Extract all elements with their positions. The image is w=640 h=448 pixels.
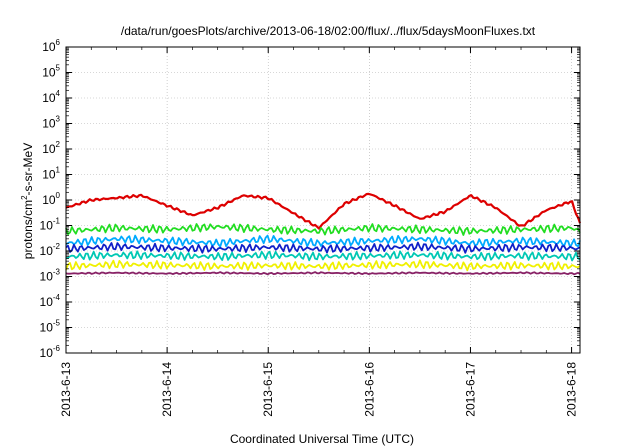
y-tick-label-base: 10 bbox=[40, 219, 54, 233]
grid-lines bbox=[66, 47, 580, 353]
y-tick-label-base: 10 bbox=[42, 193, 56, 207]
series-line-1 bbox=[65, 223, 581, 236]
series-line-2 bbox=[65, 234, 581, 248]
y-tick-label: 10-4 bbox=[40, 293, 61, 309]
y-tick-label: 10-6 bbox=[40, 344, 61, 360]
x-axis-label: Coordinated Universal Time (UTC) bbox=[230, 432, 414, 446]
y-tick-label-base: 10 bbox=[42, 66, 56, 80]
x-tick-label: 2013-6-16 bbox=[362, 362, 376, 417]
x-tick-label: 2013-6-13 bbox=[59, 362, 73, 417]
series-group bbox=[65, 192, 582, 276]
y-tick-label-exponent: 3 bbox=[56, 115, 61, 124]
y-tick-label-exponent: -5 bbox=[53, 319, 61, 328]
y-tick-label-base: 10 bbox=[40, 321, 54, 335]
x-axis-ticks: 2013-6-13 2013-6-14 2013-6-15 2013-6-16 2013… bbox=[59, 47, 579, 417]
y-tick-label-base: 10 bbox=[40, 244, 54, 258]
y-tick-label-exponent: -6 bbox=[53, 344, 61, 353]
x-tick-label: 2013-6-17 bbox=[463, 362, 477, 417]
y-axis-label-rest: -s-sr-MeV bbox=[21, 143, 35, 196]
y-tick-label-base: 10 bbox=[40, 270, 54, 284]
y-tick-label-base: 10 bbox=[42, 142, 56, 156]
y-tick-label: 10-3 bbox=[40, 268, 61, 284]
y-tick-label-base: 10 bbox=[40, 295, 54, 309]
y-axis-label-sup: 2 bbox=[20, 195, 29, 200]
y-tick-label-exponent: 2 bbox=[56, 140, 61, 149]
chart-title: /data/run/goesPlots/archive/2013-06-18/0… bbox=[121, 24, 536, 38]
y-tick-label: 103 bbox=[42, 115, 60, 131]
y-tick-label: 10-5 bbox=[40, 319, 61, 335]
y-tick-label-base: 10 bbox=[40, 346, 54, 360]
series-line-3 bbox=[65, 241, 581, 254]
series-line-4 bbox=[65, 250, 581, 262]
x-tick-label: 2013-6-15 bbox=[261, 362, 275, 417]
y-tick-label-exponent: -1 bbox=[53, 217, 61, 226]
x-tick-label: 2013-6-18 bbox=[565, 362, 579, 417]
y-axis-ticks: 10-610-510-410-310-210-11001011021031041… bbox=[40, 38, 580, 360]
y-tick-label: 10-1 bbox=[40, 217, 61, 233]
y-axis-label-base: protons/cm bbox=[21, 200, 35, 259]
y-tick-label-base: 10 bbox=[42, 40, 56, 54]
y-tick-label-base: 10 bbox=[42, 91, 56, 105]
y-tick-label-exponent: -2 bbox=[53, 242, 61, 251]
series-line-6 bbox=[65, 271, 581, 276]
y-tick-label: 102 bbox=[42, 140, 60, 156]
y-tick-label-exponent: 6 bbox=[56, 38, 61, 47]
y-tick-label: 10-2 bbox=[40, 242, 61, 258]
y-tick-label-exponent: 1 bbox=[56, 166, 61, 175]
y-tick-label: 101 bbox=[42, 166, 60, 182]
y-tick-label-exponent: 0 bbox=[56, 191, 61, 200]
y-tick-label: 100 bbox=[42, 191, 60, 207]
y-tick-label: 106 bbox=[42, 38, 60, 54]
y-tick-label-exponent: -4 bbox=[53, 293, 61, 302]
series-line-0 bbox=[65, 192, 582, 230]
y-axis-label: protons/cm2-s-sr-MeV bbox=[20, 143, 35, 259]
y-tick-label-base: 10 bbox=[42, 168, 56, 182]
y-tick-label-exponent: -3 bbox=[53, 268, 61, 277]
y-tick-label: 105 bbox=[42, 64, 60, 80]
y-tick-label: 104 bbox=[42, 89, 60, 105]
y-tick-label-exponent: 4 bbox=[56, 89, 61, 98]
y-tick-label-base: 10 bbox=[42, 117, 56, 131]
y-tick-label-exponent: 5 bbox=[56, 64, 61, 73]
x-tick-label: 2013-6-14 bbox=[160, 362, 174, 417]
series-line-5 bbox=[65, 259, 581, 272]
